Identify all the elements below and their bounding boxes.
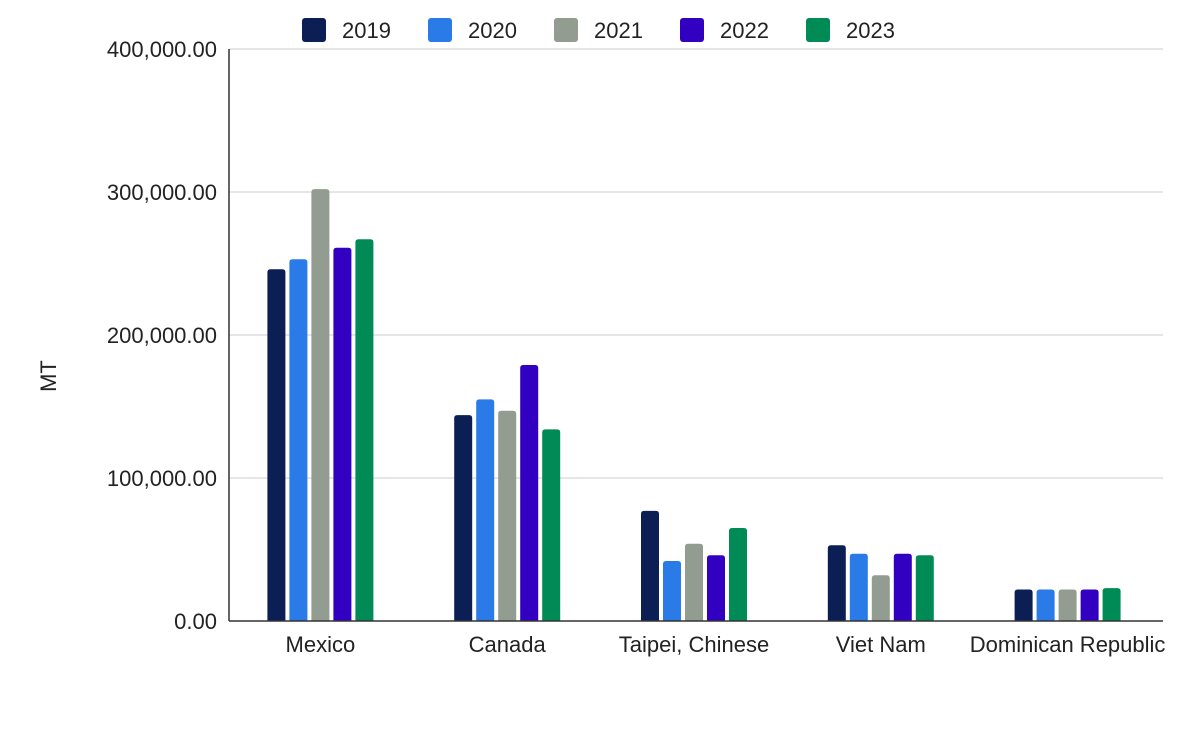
- x-tick-label: Viet Nam: [836, 632, 926, 657]
- x-tick-label: Dominican Republic: [970, 632, 1166, 657]
- y-tick-label: 100,000.00: [107, 466, 217, 491]
- legend-swatch: [302, 18, 326, 42]
- bar-2023-dominican-republic[interactable]: [1102, 588, 1121, 621]
- legend-label: 2023: [846, 18, 895, 43]
- bar-2021-taipei-chinese[interactable]: [685, 543, 703, 621]
- bar-2022-canada[interactable]: [520, 365, 539, 621]
- legend-swatch: [554, 18, 578, 42]
- bar-2022-mexico[interactable]: [333, 247, 352, 621]
- y-tick-label: 0.00: [174, 609, 217, 634]
- bars: [267, 189, 1121, 621]
- tick-labels: 0.00 100,000.00 200,000.00 300,000.00 400,00…: [107, 37, 1166, 657]
- legend-item-2023[interactable]: 2023: [806, 18, 895, 43]
- legend-label: 2022: [720, 18, 769, 43]
- legend-item-2022[interactable]: 2022: [680, 18, 769, 43]
- gridlines: [229, 48, 1163, 479]
- legend-item-2020[interactable]: 2020: [428, 18, 517, 43]
- bar-2023-canada[interactable]: [542, 429, 561, 621]
- legend-label: 2020: [468, 18, 517, 43]
- bar-2020-dominican-republic[interactable]: [1036, 589, 1055, 621]
- bar-2020-canada[interactable]: [476, 399, 495, 621]
- bar-2019-mexico[interactable]: [267, 269, 286, 621]
- legend-swatch: [680, 18, 704, 42]
- x-tick-label: Mexico: [286, 632, 356, 657]
- bar-2020-taipei-chinese[interactable]: [663, 560, 681, 621]
- bar-2022-dominican-republic[interactable]: [1080, 589, 1099, 621]
- bar-2023-mexico[interactable]: [355, 239, 374, 621]
- legend-swatch: [428, 18, 452, 42]
- legend-item-2019[interactable]: 2019: [302, 18, 391, 43]
- x-tick-label: Canada: [469, 632, 547, 657]
- legend-swatch: [806, 18, 830, 42]
- bar-2019-viet-nam[interactable]: [827, 545, 846, 621]
- y-tick-label: 400,000.00: [107, 37, 217, 62]
- bar-2022-taipei-chinese[interactable]: [707, 555, 725, 621]
- legend-item-2021[interactable]: 2021: [554, 18, 643, 43]
- bar-2021-viet-nam[interactable]: [871, 575, 890, 621]
- bar-2019-taipei-chinese[interactable]: [641, 510, 659, 621]
- legend-label: 2019: [342, 18, 391, 43]
- bar-2020-viet-nam[interactable]: [849, 553, 868, 621]
- x-tick-label: Taipei, Chinese: [619, 632, 769, 657]
- bar-2022-viet-nam[interactable]: [893, 553, 912, 621]
- bar-2021-dominican-republic[interactable]: [1058, 589, 1077, 621]
- y-axis-title: MT: [36, 360, 61, 392]
- legend[interactable]: 2019 2020 2021 2022 2023: [302, 18, 895, 43]
- y-tick-label: 200,000.00: [107, 323, 217, 348]
- bar-2021-mexico[interactable]: [311, 189, 330, 621]
- bar-2023-viet-nam[interactable]: [915, 555, 934, 621]
- bar-2021-canada[interactable]: [498, 410, 517, 621]
- bar-2023-taipei-chinese[interactable]: [729, 528, 747, 621]
- axes: [228, 49, 1163, 622]
- bar-2019-canada[interactable]: [454, 415, 473, 621]
- bar-2019-dominican-republic[interactable]: [1014, 589, 1033, 621]
- bar-2020-mexico[interactable]: [289, 259, 308, 621]
- y-tick-label: 300,000.00: [107, 180, 217, 205]
- legend-label: 2021: [594, 18, 643, 43]
